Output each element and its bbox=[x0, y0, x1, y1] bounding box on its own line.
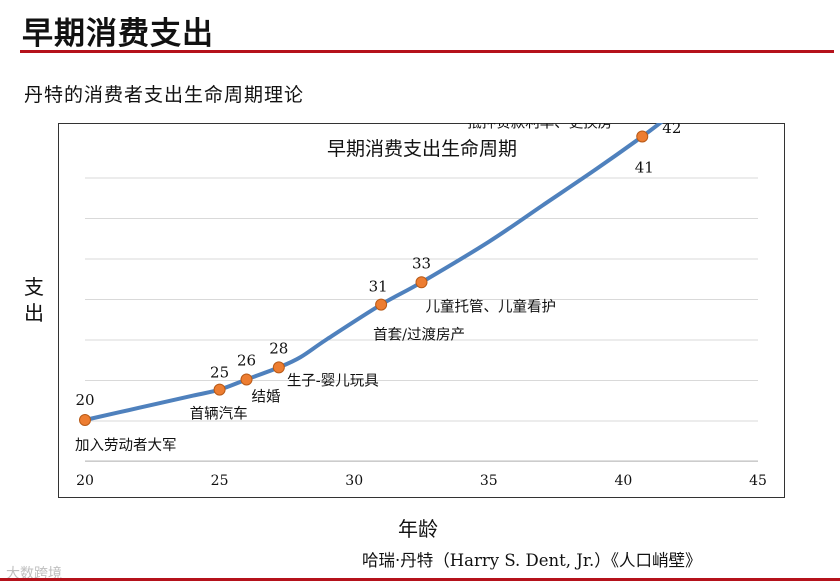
milestone-annotation: 首套/过渡房产 bbox=[373, 327, 465, 344]
chart-frame bbox=[58, 123, 785, 498]
x-tick-label: 40 bbox=[614, 473, 632, 489]
data-point-marker bbox=[375, 298, 388, 311]
milestone-annotation: 生子-婴儿玩具 bbox=[287, 372, 379, 389]
x-tick-label: 45 bbox=[749, 473, 767, 489]
x-tick-label: 20 bbox=[76, 473, 94, 489]
milestone-annotation: 抵押贷款利率、更换房 bbox=[467, 123, 612, 132]
data-point-marker bbox=[272, 361, 285, 374]
page-subtitle: 丹特的消费者支出生命周期理论 bbox=[24, 84, 305, 106]
data-point-label: 25 bbox=[210, 364, 229, 382]
gridlines bbox=[85, 177, 758, 462]
milestone-annotation: 首辆汽车 bbox=[190, 406, 248, 423]
footer-divider bbox=[0, 578, 840, 581]
chart: 早期消费支出生命周期 20 25 30 35 40 45 20 25 26 28 31 33 41 42… bbox=[75, 123, 767, 489]
x-tick-label: 35 bbox=[480, 473, 498, 489]
data-point-label: 20 bbox=[75, 391, 94, 409]
data-point-label: 41 bbox=[635, 159, 654, 177]
data-point-label: 26 bbox=[237, 352, 256, 370]
data-point-marker bbox=[240, 373, 253, 386]
data-point-label: 31 bbox=[369, 278, 388, 296]
y-axis-label: 支出 bbox=[24, 275, 44, 325]
data-point-marker bbox=[415, 276, 428, 289]
data-point-label: 33 bbox=[412, 254, 431, 272]
title-divider bbox=[20, 50, 834, 53]
page-title: 早期消费支出 bbox=[22, 16, 214, 52]
x-tick-label: 30 bbox=[345, 473, 363, 489]
milestone-annotation: 结婚 bbox=[252, 389, 281, 406]
data-point-marker bbox=[79, 414, 91, 426]
source-citation: 哈瑞·丹特（Harry S. Dent, Jr.）《人口峭壁》 bbox=[362, 551, 702, 570]
data-markers: 20 25 26 28 31 33 41 42 bbox=[75, 123, 681, 426]
milestone-annotation: 儿童托管、儿童看护 bbox=[426, 297, 557, 315]
data-point-label: 42 bbox=[662, 123, 681, 137]
data-point-marker bbox=[213, 383, 226, 396]
milestone-annotation: 加入劳动者大军 bbox=[75, 437, 177, 454]
x-tick-label: 25 bbox=[211, 473, 229, 489]
data-point-marker bbox=[636, 130, 649, 143]
x-axis-label: 年龄 bbox=[398, 517, 438, 541]
x-tick-labels: 20 25 30 35 40 45 bbox=[76, 473, 767, 489]
chart-title: 早期消费支出生命周期 bbox=[327, 138, 517, 160]
data-point-label: 28 bbox=[269, 339, 288, 357]
